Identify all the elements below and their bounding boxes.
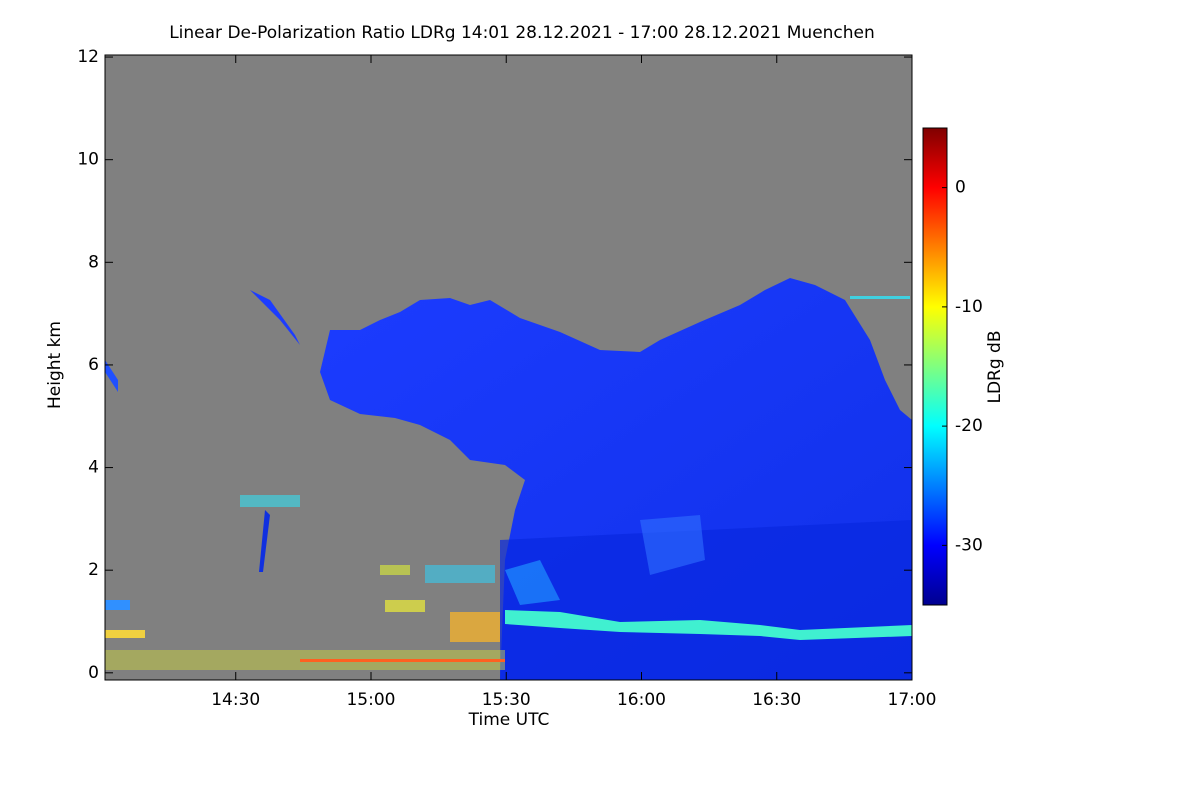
speckle <box>850 296 910 299</box>
y-tick-label: 0 <box>88 663 99 683</box>
x-tick-label: 17:00 <box>888 690 937 710</box>
cyan-layer <box>505 610 912 640</box>
colorbar-tick-label: -30 <box>955 535 983 555</box>
y-axis-label: Height km <box>45 321 65 409</box>
x-tick-label: 15:00 <box>346 690 395 710</box>
colorbar-label: LDRg dB <box>985 330 1005 403</box>
cloud-streak <box>105 360 118 392</box>
speckle <box>385 600 425 612</box>
y-tick-label: 6 <box>88 355 99 375</box>
y-tick-label: 12 <box>77 47 99 67</box>
y-tick-label: 4 <box>88 458 99 478</box>
x-tick-label: 16:00 <box>617 690 666 710</box>
x-tick-label: 14:30 <box>211 690 260 710</box>
surface-speckle <box>300 659 505 662</box>
low-cloud <box>500 520 912 680</box>
cloud-streak <box>259 510 270 572</box>
x-axis-label: Time UTC <box>468 710 550 730</box>
colorbar-tick-label: -20 <box>955 416 983 436</box>
speckle <box>450 612 500 642</box>
speckle <box>105 630 145 638</box>
heatmap-field <box>105 55 912 680</box>
speckle <box>240 495 300 507</box>
colorbar-tick-label: -10 <box>955 297 983 317</box>
speckle <box>105 600 130 610</box>
plot-frame <box>104 54 913 681</box>
y-tick-label: 10 <box>77 150 99 170</box>
cloud-streak <box>640 515 705 575</box>
y-tick-label: 8 <box>88 252 99 272</box>
speckle <box>425 565 495 583</box>
colorbar <box>922 127 948 606</box>
chart-title: Linear De-Polarization Ratio LDRg 14:01 … <box>169 23 875 43</box>
speckle <box>380 565 410 575</box>
cloud-streak <box>505 560 560 605</box>
x-tick-label: 16:30 <box>752 690 801 710</box>
y-tick-label: 2 <box>88 560 99 580</box>
x-tick-label: 15:30 <box>482 690 531 710</box>
colorbar-tick-label: 0 <box>955 178 966 198</box>
